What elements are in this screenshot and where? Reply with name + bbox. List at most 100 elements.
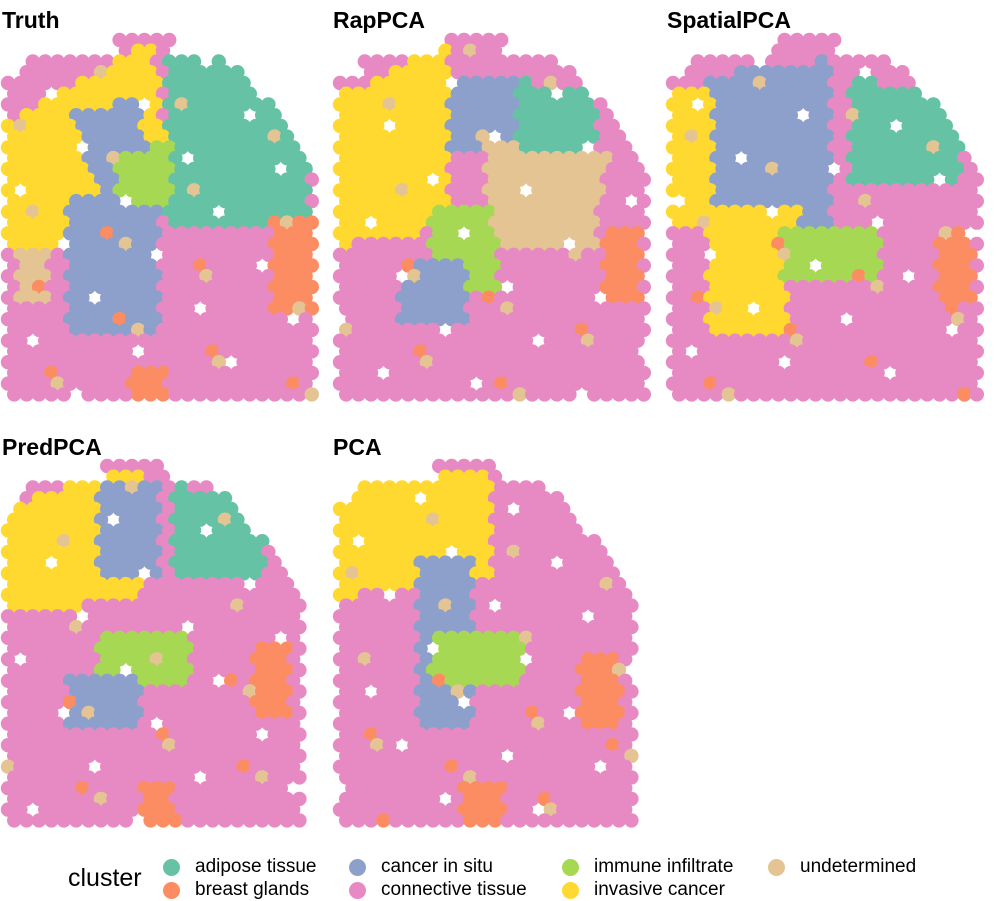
spot	[44, 662, 59, 678]
spot	[574, 555, 589, 570]
spot	[44, 576, 59, 592]
spot	[864, 97, 879, 112]
spot	[19, 598, 34, 613]
spot	[450, 129, 465, 144]
spot	[684, 215, 699, 230]
spot	[537, 193, 552, 209]
spot	[332, 587, 348, 603]
spot	[593, 738, 608, 753]
spot	[568, 75, 583, 91]
spot	[463, 512, 478, 527]
spot	[286, 802, 301, 817]
spot	[168, 150, 183, 166]
spot	[211, 54, 226, 69]
spot	[124, 247, 140, 262]
spot	[624, 684, 639, 699]
spot	[889, 204, 904, 219]
spot	[7, 813, 22, 828]
spot	[44, 512, 59, 527]
spot	[155, 387, 171, 402]
spot	[475, 813, 490, 828]
spot	[7, 770, 22, 785]
spot	[7, 86, 22, 101]
spot	[531, 544, 546, 560]
spot	[56, 813, 71, 828]
spot	[845, 344, 860, 359]
spot	[118, 534, 133, 549]
spot	[889, 269, 904, 284]
spot	[394, 523, 410, 538]
spot	[93, 344, 109, 359]
spot	[481, 566, 496, 581]
spot	[370, 781, 385, 796]
spot	[709, 387, 724, 402]
spot	[199, 204, 214, 219]
spot	[543, 333, 558, 348]
spot	[62, 118, 78, 134]
spot	[193, 108, 208, 123]
spot	[168, 236, 183, 252]
spot	[407, 544, 422, 560]
spot	[0, 312, 16, 327]
spot	[574, 258, 589, 273]
spot	[882, 193, 898, 209]
spot	[180, 258, 195, 273]
spot	[38, 161, 53, 177]
spot	[721, 344, 736, 359]
spot	[180, 705, 195, 721]
spot	[38, 312, 53, 327]
spot	[525, 791, 540, 807]
spot	[267, 791, 282, 807]
spot	[543, 759, 558, 774]
spot	[7, 705, 22, 721]
spot	[112, 97, 127, 112]
spot	[549, 491, 565, 506]
spot	[370, 609, 385, 624]
spot	[124, 290, 140, 305]
spot	[574, 365, 589, 381]
spot	[690, 333, 705, 348]
spot	[205, 344, 220, 359]
spot	[543, 652, 558, 667]
spot	[394, 501, 410, 517]
spot	[168, 365, 183, 381]
spot	[230, 65, 245, 80]
spot	[851, 333, 867, 348]
spot	[211, 566, 226, 581]
spot	[715, 54, 730, 69]
spot	[339, 576, 354, 592]
spot	[339, 258, 354, 273]
spot	[292, 215, 307, 230]
spot	[273, 333, 288, 348]
spot	[463, 791, 478, 807]
spot	[537, 641, 552, 656]
spot	[851, 183, 867, 198]
spot	[31, 791, 47, 807]
spot	[261, 759, 276, 774]
spot	[56, 301, 71, 316]
spot	[106, 748, 121, 764]
spot	[481, 247, 496, 262]
spot	[31, 512, 47, 527]
spot	[155, 108, 171, 123]
spot	[413, 791, 428, 807]
spot	[665, 312, 681, 327]
spot	[81, 258, 96, 273]
spot	[143, 129, 158, 144]
spot	[149, 501, 164, 517]
spot	[31, 129, 47, 144]
panel-title-predpca: PredPCA	[2, 434, 102, 460]
spot	[0, 226, 16, 241]
spot	[419, 630, 434, 645]
spot	[0, 587, 16, 603]
spot	[38, 802, 53, 817]
spot	[518, 247, 534, 262]
spot	[242, 193, 257, 209]
spot	[407, 673, 422, 688]
spot	[907, 322, 922, 338]
spot	[456, 290, 472, 305]
spot	[618, 587, 633, 603]
spot	[62, 695, 78, 710]
spot	[494, 355, 509, 370]
spot	[957, 301, 972, 316]
